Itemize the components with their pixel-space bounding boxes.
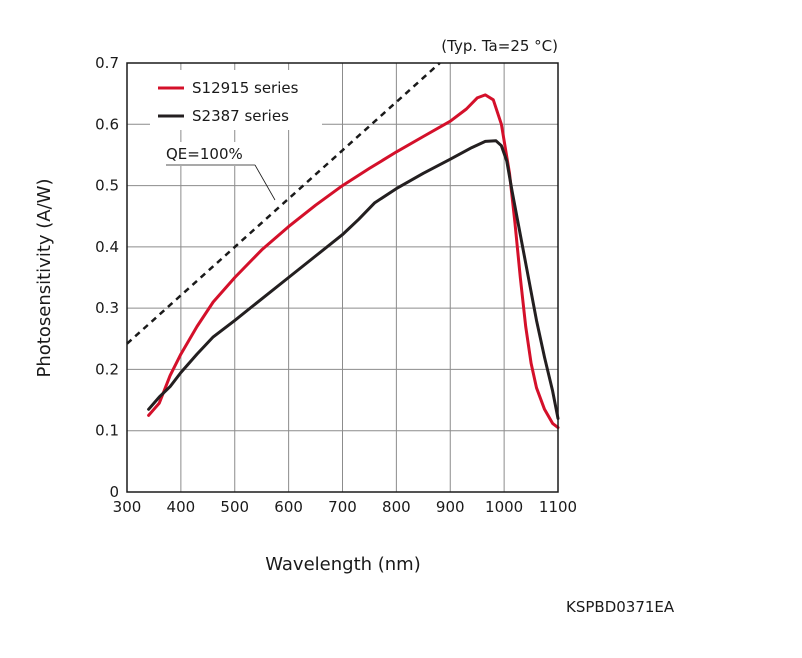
y-tick-label: 0.7 — [95, 54, 119, 72]
y-tick-label: 0.5 — [95, 177, 119, 195]
y-tick-label: 0.4 — [95, 238, 119, 256]
annotation-background — [160, 142, 252, 166]
condition-note: (Typ. Ta=25 °C) — [441, 37, 558, 55]
x-tick-label: 600 — [274, 498, 303, 516]
y-axis-title: Photosensitivity (A/W) — [34, 179, 55, 378]
series-line-s12915 — [147, 93, 560, 430]
qe-leader-pointer — [254, 164, 276, 201]
x-tick-label: 1100 — [539, 498, 577, 516]
legend-label-s12915: S12915 series — [192, 79, 299, 97]
legend-label-s2387: S2387 series — [192, 107, 289, 125]
y-tick-label: 0.3 — [95, 299, 119, 317]
tick-labels: 300 400 500 600 700 800 900 1000 1100 0 0.1 0.2 0.3 0… — [95, 54, 577, 516]
x-tick-label: 800 — [382, 498, 411, 516]
plot-frame — [126, 62, 559, 493]
y-tick-label: 0.1 — [95, 422, 119, 440]
x-tick-label: 400 — [167, 498, 196, 516]
y-tick-label: 0.2 — [95, 360, 119, 378]
qe-annotation: QE=100% — [166, 145, 243, 163]
x-tick-label: 900 — [436, 498, 465, 516]
series-line-s2387 — [147, 139, 560, 420]
series-layer — [126, 62, 560, 430]
x-tick-label: 1000 — [485, 498, 523, 516]
document-code: KSPBD0371EA — [566, 598, 675, 616]
x-tick-label: 500 — [220, 498, 249, 516]
y-tick-label: 0 — [109, 483, 119, 501]
x-axis-title: Wavelength (nm) — [265, 554, 421, 575]
legend-background — [150, 70, 322, 130]
x-tick-label: 300 — [113, 498, 142, 516]
y-tick-label: 0.6 — [95, 115, 119, 133]
x-tick-label: 700 — [328, 498, 357, 516]
qe-100-line — [126, 62, 441, 345]
